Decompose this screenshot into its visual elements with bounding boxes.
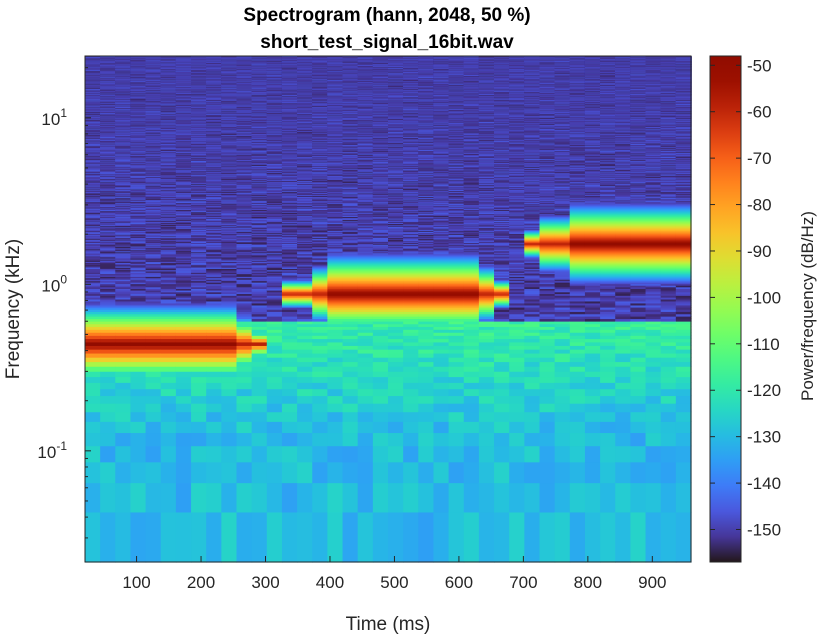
heatmap-cell [85, 403, 101, 412]
heatmap-cell [85, 512, 101, 563]
heatmap-cell [85, 338, 101, 342]
plot-area [85, 56, 692, 563]
heatmap-cell [85, 462, 101, 483]
heatmap-cell [85, 432, 101, 446]
heatmap-cell [85, 357, 101, 362]
heatmap-cell [85, 361, 101, 366]
heatmap-cell [85, 349, 101, 354]
heatmap-cell [85, 382, 101, 389]
heatmap-cell [85, 446, 101, 463]
heatmap-cell [85, 353, 101, 358]
heatmap-cell [85, 371, 101, 377]
heatmap-cell [85, 377, 101, 383]
heatmap-cell [85, 342, 101, 346]
chart-title: Spectrogram (hann, 2048, 50 %) [243, 5, 530, 26]
heatmap-cell [85, 395, 101, 403]
heatmap-cell [85, 421, 101, 433]
heatmap-cell [85, 389, 101, 396]
heatmap-cell [85, 345, 101, 349]
heatmap-cell [85, 483, 101, 513]
chart-subtitle: short_test_signal_16bit.wav [260, 32, 514, 53]
heatmap-cell [85, 412, 101, 422]
